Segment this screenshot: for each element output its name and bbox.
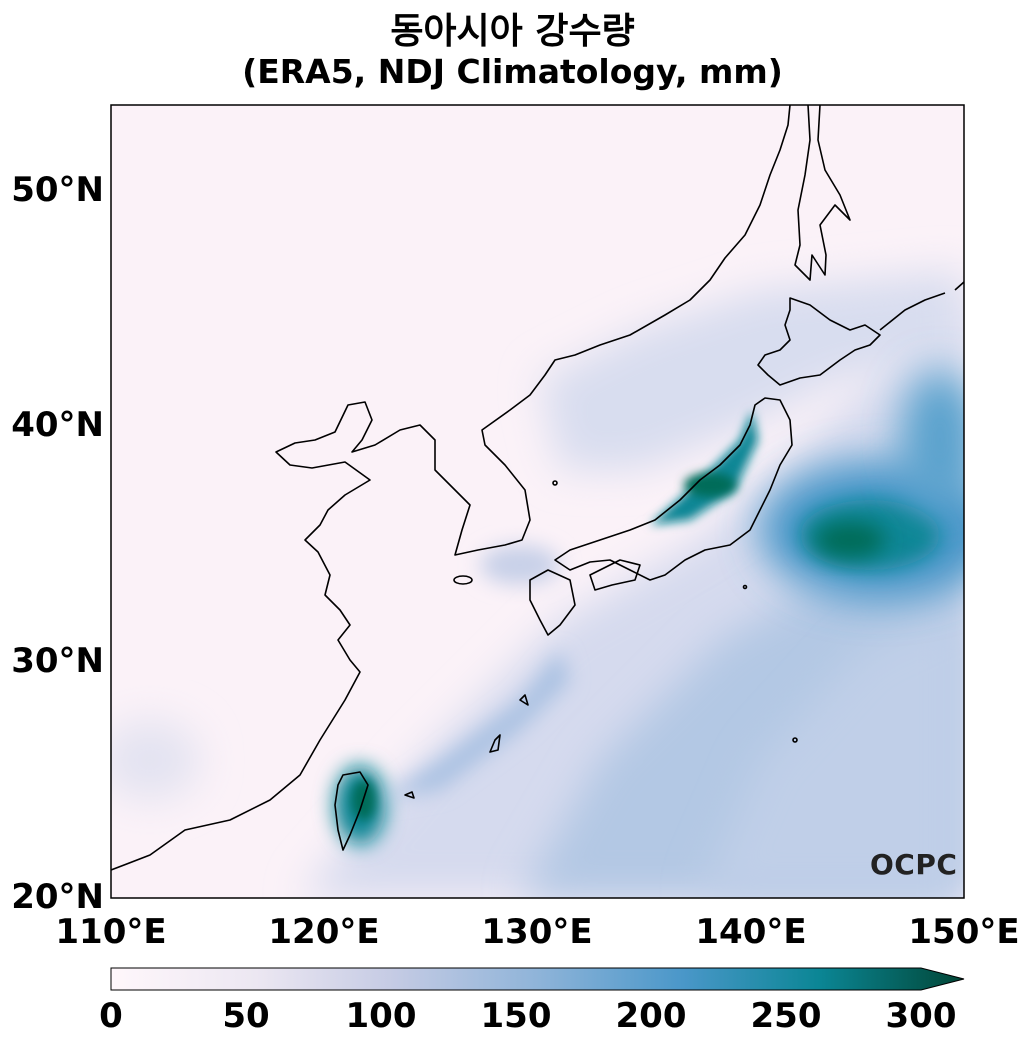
colorbar-tick-200: 200 [615, 996, 687, 1036]
colorbar-tick-250: 250 [750, 996, 822, 1036]
colorbar [110, 967, 965, 991]
lon-label-120e: 120°E [268, 912, 380, 952]
map-subtitle: (ERA5, NDJ Climatology, mm) [242, 52, 783, 91]
colorbar-tick-50: 50 [222, 996, 270, 1036]
lat-label-40n: 40°N [11, 405, 104, 445]
lon-label-110e: 110°E [55, 912, 167, 952]
colorbar-tick-100: 100 [345, 996, 417, 1036]
coastlines [111, 105, 964, 871]
lat-label-30n: 30°N [11, 641, 104, 681]
precipitation-field [111, 105, 964, 898]
colorbar-tick-0: 0 [99, 996, 123, 1036]
lat-label-50n: 50°N [11, 170, 104, 210]
map-title: 동아시아 강수량 [390, 11, 635, 52]
lon-label-150e: 150°E [908, 912, 1020, 952]
lon-label-140e: 140°E [695, 912, 807, 952]
lon-label-130e: 130°E [481, 912, 593, 952]
colorbar-tick-150: 150 [480, 996, 552, 1036]
lat-label-20n: 20°N [11, 877, 104, 917]
colorbar-tick-300: 300 [885, 996, 957, 1036]
colorbar-gradient [110, 967, 965, 991]
ocpc-logo: OCPC [870, 848, 958, 881]
